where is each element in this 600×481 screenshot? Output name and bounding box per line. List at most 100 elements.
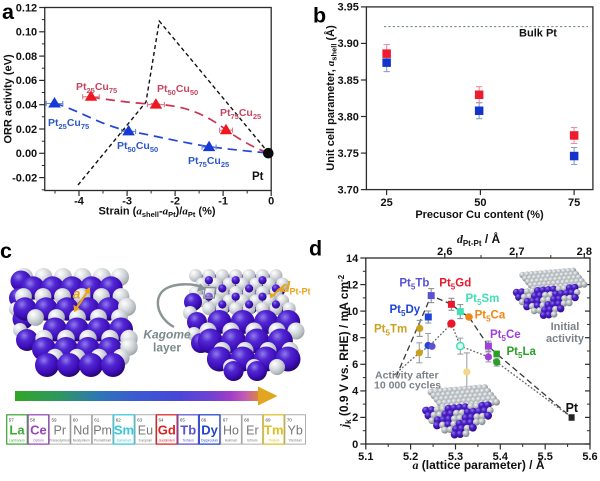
svg-text:Bulk Pt: Bulk Pt (519, 28, 557, 40)
svg-text:69: 69 (266, 417, 272, 422)
svg-text:Ho: Ho (223, 423, 239, 437)
svg-text:Pt5Ce: Pt5Ce (490, 329, 521, 343)
svg-text:Praseodymium: Praseodymium (49, 439, 71, 443)
svg-text:5.5: 5.5 (538, 451, 553, 463)
svg-text:Promethium: Promethium (94, 439, 112, 443)
svg-text:70: 70 (287, 417, 293, 422)
svg-text:d: d (281, 279, 291, 296)
svg-text:Pt75Cu25: Pt75Cu25 (220, 107, 261, 121)
svg-text:Ce: Ce (30, 422, 47, 437)
svg-text:Neodymium: Neodymium (73, 439, 90, 443)
svg-text:3.95: 3.95 (337, 2, 358, 14)
svg-text:Pt5Gd: Pt5Gd (439, 278, 471, 292)
svg-text:Pt25Cu75: Pt25Cu75 (76, 81, 117, 95)
svg-text:5.1: 5.1 (358, 451, 373, 463)
svg-text:La: La (9, 422, 25, 437)
svg-text:Eu: Eu (138, 423, 153, 437)
svg-text:66: 66 (201, 417, 207, 422)
svg-text:Ytterbium: Ytterbium (288, 439, 302, 443)
svg-text:2.7: 2.7 (509, 246, 524, 258)
svg-text:-3: -3 (122, 195, 132, 207)
svg-text:0.02: 0.02 (16, 124, 37, 136)
svg-text:0.00: 0.00 (16, 148, 37, 160)
svg-text:-0.02: -0.02 (12, 172, 37, 184)
svg-text:2: 2 (352, 412, 358, 424)
svg-text:Initial: Initial (551, 321, 580, 333)
svg-text:0.08: 0.08 (16, 51, 37, 63)
svg-text:Pt-Pt: Pt-Pt (290, 287, 311, 297)
svg-text:Pt50Cu50: Pt50Cu50 (157, 83, 198, 97)
svg-text:Dy: Dy (201, 422, 218, 437)
svg-text:Tb: Tb (180, 422, 196, 437)
svg-text:57: 57 (9, 417, 15, 422)
svg-text:50: 50 (474, 197, 486, 209)
svg-text:Strain (ashell-aPt)/aPt (%): Strain (ashell-aPt)/aPt (%) (98, 206, 215, 220)
svg-text:b: b (313, 4, 326, 28)
svg-text:62: 62 (116, 417, 122, 422)
svg-text:Pr: Pr (54, 423, 67, 437)
svg-text:Pt: Pt (566, 401, 579, 415)
svg-text:d: d (309, 237, 322, 261)
svg-text:5.2: 5.2 (403, 451, 418, 463)
svg-text:a: a (2, 0, 15, 24)
svg-text:Pt5Tm: Pt5Tm (374, 324, 407, 338)
svg-text:4: 4 (352, 386, 359, 398)
svg-text:3.70: 3.70 (337, 184, 358, 196)
svg-text:Sm: Sm (114, 422, 134, 437)
svg-text:12: 12 (346, 279, 358, 291)
svg-text:Dysprosium: Dysprosium (201, 439, 218, 443)
svg-text:Unit cell parameter, ashell (Å: Unit cell parameter, ashell (Å) (324, 25, 339, 171)
svg-text:Cerium: Cerium (33, 439, 44, 443)
svg-text:0.06: 0.06 (16, 75, 37, 87)
svg-text:Thulium: Thulium (268, 439, 280, 443)
svg-text:Pt50Cu50: Pt50Cu50 (117, 140, 158, 154)
svg-text:10: 10 (346, 306, 358, 318)
svg-text:14: 14 (346, 253, 359, 265)
svg-text:10 000 cycles: 10 000 cycles (374, 380, 441, 392)
svg-text:0.04: 0.04 (16, 100, 38, 112)
svg-text:64: 64 (159, 417, 165, 422)
svg-text:3.85: 3.85 (337, 75, 358, 87)
svg-text:5.4: 5.4 (493, 451, 509, 463)
svg-text:Holmium: Holmium (225, 439, 238, 443)
svg-text:Samarium: Samarium (117, 439, 132, 443)
svg-text:-2: -2 (170, 195, 180, 207)
svg-text:61: 61 (94, 417, 100, 422)
svg-text:65: 65 (180, 417, 186, 422)
svg-text:Terbium: Terbium (183, 439, 195, 443)
svg-text:63: 63 (137, 417, 143, 422)
svg-text:8: 8 (352, 333, 358, 345)
svg-text:activity: activity (546, 333, 585, 345)
svg-text:67: 67 (223, 417, 229, 422)
svg-text:c: c (0, 239, 12, 263)
svg-text:60: 60 (73, 417, 79, 422)
svg-text:-4: -4 (74, 195, 85, 207)
svg-text:Er: Er (246, 423, 259, 437)
svg-text:a (lattice parameter) / Å: a (lattice parameter) / Å (412, 457, 544, 472)
svg-text:a: a (73, 286, 81, 302)
svg-text:6: 6 (352, 359, 358, 371)
svg-text:59: 59 (52, 417, 58, 422)
svg-text:Gd: Gd (158, 422, 176, 437)
svg-text:0: 0 (268, 195, 274, 207)
svg-text:2.6: 2.6 (437, 246, 452, 258)
svg-text:58: 58 (30, 417, 36, 422)
svg-text:Pt5Dy: Pt5Dy (390, 304, 421, 318)
svg-text:Pt75Cu25: Pt75Cu25 (188, 155, 229, 169)
svg-text:5.3: 5.3 (448, 451, 463, 463)
svg-text:68: 68 (244, 417, 250, 422)
svg-text:2.8: 2.8 (577, 246, 592, 258)
svg-text:Erbium: Erbium (247, 439, 257, 443)
svg-text:25: 25 (380, 197, 392, 209)
svg-text:Activity after: Activity after (375, 370, 439, 382)
svg-text:Pm: Pm (93, 423, 112, 437)
svg-text:dPt-Pt / Å: dPt-Pt / Å (457, 231, 501, 248)
svg-text:Gadolinium: Gadolinium (159, 439, 175, 443)
svg-text:Nd: Nd (73, 423, 89, 437)
svg-text:Precusor Cu content (%): Precusor Cu content (%) (415, 209, 544, 221)
svg-text:Pt5Ca: Pt5Ca (475, 310, 506, 324)
svg-text:Pt5La: Pt5La (507, 346, 537, 360)
svg-text:75: 75 (568, 197, 580, 209)
svg-text:5.6: 5.6 (582, 451, 597, 463)
svg-text:Europium: Europium (139, 439, 153, 443)
